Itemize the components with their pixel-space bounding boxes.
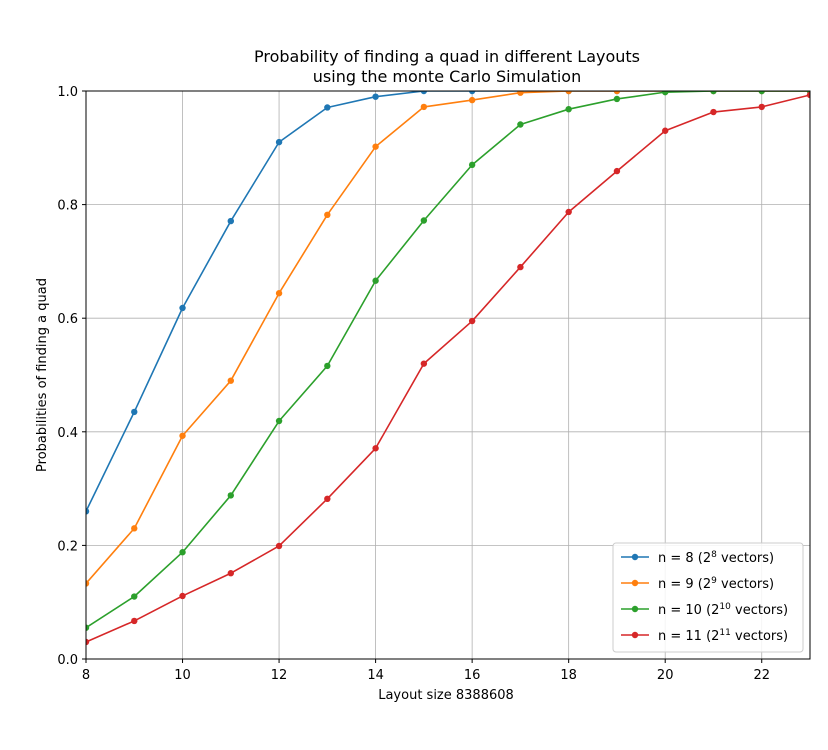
data-point-series-4 xyxy=(179,592,186,600)
y-tick-label: 0.6 xyxy=(57,312,78,327)
data-point-series-4 xyxy=(806,91,810,99)
data-point-series-2 xyxy=(275,290,283,297)
data-point-series-2 xyxy=(372,143,379,150)
data-point-series-4 xyxy=(324,495,331,503)
x-tick-label: 10 xyxy=(174,668,191,683)
data-point-series-1 xyxy=(420,91,428,95)
data-point-series-2 xyxy=(517,91,524,96)
data-point-series-3 xyxy=(468,161,476,169)
legend-box xyxy=(612,542,804,653)
data-point-series-4 xyxy=(420,360,428,367)
data-point-series-3 xyxy=(86,624,90,631)
data-point-series-4 xyxy=(710,108,717,116)
series-line-1 xyxy=(86,91,810,512)
legend-swatch-marker xyxy=(631,605,639,613)
data-point-series-4 xyxy=(275,542,283,550)
y-tick-label: 0.0 xyxy=(57,653,78,668)
x-tick-label: 22 xyxy=(753,668,770,683)
chart-title-line2: using the monte Carlo Simulation xyxy=(313,67,581,86)
data-point-series-4 xyxy=(662,127,669,134)
legend-entry-2: n = 9 (29 vectors) xyxy=(658,576,774,592)
series-layer xyxy=(86,91,810,646)
data-point-series-2 xyxy=(565,91,572,95)
y-axis-label: Probabilities of finding a quad xyxy=(35,278,50,472)
data-point-series-2 xyxy=(179,432,186,439)
data-point-series-1 xyxy=(227,217,234,225)
data-point-series-3 xyxy=(179,549,186,556)
data-point-series-3 xyxy=(662,91,669,96)
data-point-series-1 xyxy=(468,91,476,95)
x-tick-label: 16 xyxy=(464,668,481,683)
data-point-series-1 xyxy=(372,93,379,100)
y-tick-label: 1.0 xyxy=(57,85,78,100)
y-tick-label: 0.4 xyxy=(57,426,78,441)
legend-entry-4: n = 11 (211 vectors) xyxy=(658,628,788,644)
data-point-series-3 xyxy=(131,593,138,600)
data-point-series-3 xyxy=(565,105,572,113)
legend: n = 8 (28 vectors) n = 9 (29 vectors) n = … xyxy=(612,542,804,653)
data-point-series-2 xyxy=(420,103,428,111)
x-tick-label: 14 xyxy=(367,668,384,683)
legend-entry-1: n = 8 (28 vectors) xyxy=(658,550,774,566)
x-tick-label: 12 xyxy=(271,668,288,683)
data-point-series-2 xyxy=(86,580,90,587)
data-point-series-4 xyxy=(372,445,379,452)
plot-frame xyxy=(85,90,811,660)
data-point-series-2 xyxy=(324,211,331,219)
data-point-series-3 xyxy=(324,362,331,370)
data-point-series-2 xyxy=(468,96,476,104)
y-tick-label: 0.2 xyxy=(57,539,78,554)
data-point-series-1 xyxy=(324,104,331,111)
data-point-series-3 xyxy=(420,217,428,224)
data-point-series-4 xyxy=(565,208,572,216)
legend-swatch-marker xyxy=(631,631,639,639)
legend-swatch-marker xyxy=(631,553,639,561)
y-tick-label: 0.8 xyxy=(57,199,78,214)
series-line-2 xyxy=(86,91,810,584)
data-point-series-4 xyxy=(758,103,765,111)
data-point-series-4 xyxy=(613,167,621,175)
data-point-series-4 xyxy=(468,317,476,325)
x-tick-label: 20 xyxy=(657,668,674,683)
data-point-series-3 xyxy=(710,91,717,95)
data-point-series-1 xyxy=(275,138,283,146)
data-point-series-1 xyxy=(131,408,138,416)
legend-entry-3: n = 10 (210 vectors) xyxy=(658,602,788,618)
data-point-series-3 xyxy=(372,277,379,284)
data-point-series-3 xyxy=(613,95,621,103)
legend-swatch-marker xyxy=(631,579,639,587)
data-point-series-4 xyxy=(131,617,138,625)
x-tick-label: 8 xyxy=(82,668,90,683)
data-point-series-1 xyxy=(179,304,186,312)
series-line-3 xyxy=(86,91,810,629)
data-point-series-4 xyxy=(517,263,524,271)
data-point-series-4 xyxy=(227,570,234,577)
data-point-series-2 xyxy=(613,91,621,95)
chart-title-line1: Probability of finding a quad in differe… xyxy=(254,47,640,66)
x-axis-label: Layout size 8388608 xyxy=(378,688,514,703)
data-point-series-1 xyxy=(86,508,90,515)
data-point-series-3 xyxy=(758,91,765,95)
data-point-series-2 xyxy=(227,377,234,384)
data-point-series-3 xyxy=(517,121,524,128)
data-point-series-4 xyxy=(86,638,90,646)
data-point-series-2 xyxy=(131,525,138,532)
data-point-series-3 xyxy=(275,417,283,425)
data-point-series-3 xyxy=(227,492,234,499)
plot-area: 8 10 12 14 16 18 20 22 0.0 0.2 0.4 0.6 0.8 1.0 xyxy=(57,85,811,683)
series-line-4 xyxy=(86,94,810,643)
x-tick-label: 18 xyxy=(560,668,577,683)
